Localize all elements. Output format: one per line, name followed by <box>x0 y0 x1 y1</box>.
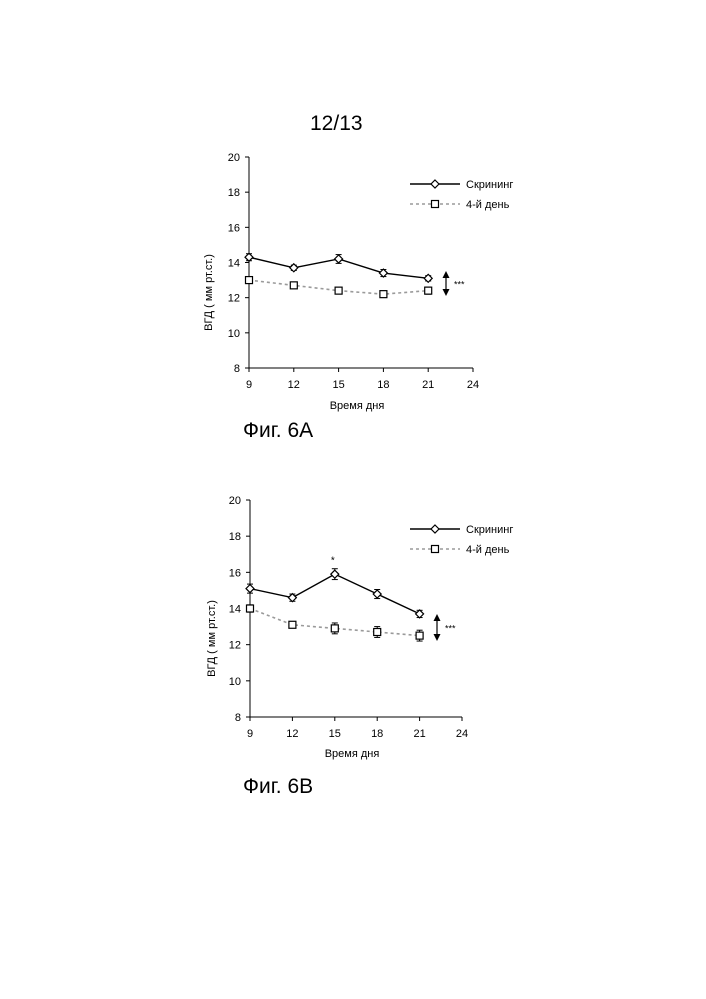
legend-label: Скрининг <box>466 524 513 536</box>
x-tick-label: 12 <box>286 728 298 740</box>
significance-asterisk: * <box>331 555 335 566</box>
arrowhead-up <box>434 614 441 621</box>
legend-label: 4-й день <box>466 544 510 556</box>
data-point <box>288 594 296 602</box>
legend-marker <box>432 546 439 553</box>
series-line-screening <box>250 574 420 614</box>
x-tick-label: 21 <box>413 728 425 740</box>
data-point <box>374 629 381 636</box>
data-point <box>331 625 338 632</box>
data-point <box>416 632 423 639</box>
y-tick-label: 14 <box>229 604 241 616</box>
y-tick-label: 18 <box>229 531 241 543</box>
y-tick-label: 10 <box>229 676 241 688</box>
y-axis-label: ВГД ( мм рт.ст.) <box>206 600 218 677</box>
chart-6b: 8 10 12 14 16 18 20 9 12 15 18 21 24 Время дня ВГД ( м… <box>0 0 706 999</box>
x-tick-label: 15 <box>329 728 341 740</box>
arrowhead-down <box>434 634 441 641</box>
x-tick-label: 9 <box>247 728 253 740</box>
y-tick-label: 20 <box>229 495 241 507</box>
data-point <box>416 610 424 618</box>
legend-marker <box>431 525 439 533</box>
figure-caption-6b: Фиг. 6B <box>243 775 313 799</box>
data-point <box>331 570 339 578</box>
data-point <box>373 590 381 598</box>
y-tick-label: 12 <box>229 640 241 652</box>
y-tick-label: 16 <box>229 567 241 579</box>
x-axis-label: Время дня <box>325 748 380 760</box>
x-tick-label: 24 <box>456 728 468 740</box>
data-point <box>247 605 254 612</box>
x-tick-label: 18 <box>371 728 383 740</box>
data-point <box>246 585 254 593</box>
data-point <box>289 621 296 628</box>
figure-caption-6a: Фиг. 6A <box>243 419 313 443</box>
y-tick-label: 8 <box>235 712 241 724</box>
significance-label: *** <box>445 624 456 634</box>
